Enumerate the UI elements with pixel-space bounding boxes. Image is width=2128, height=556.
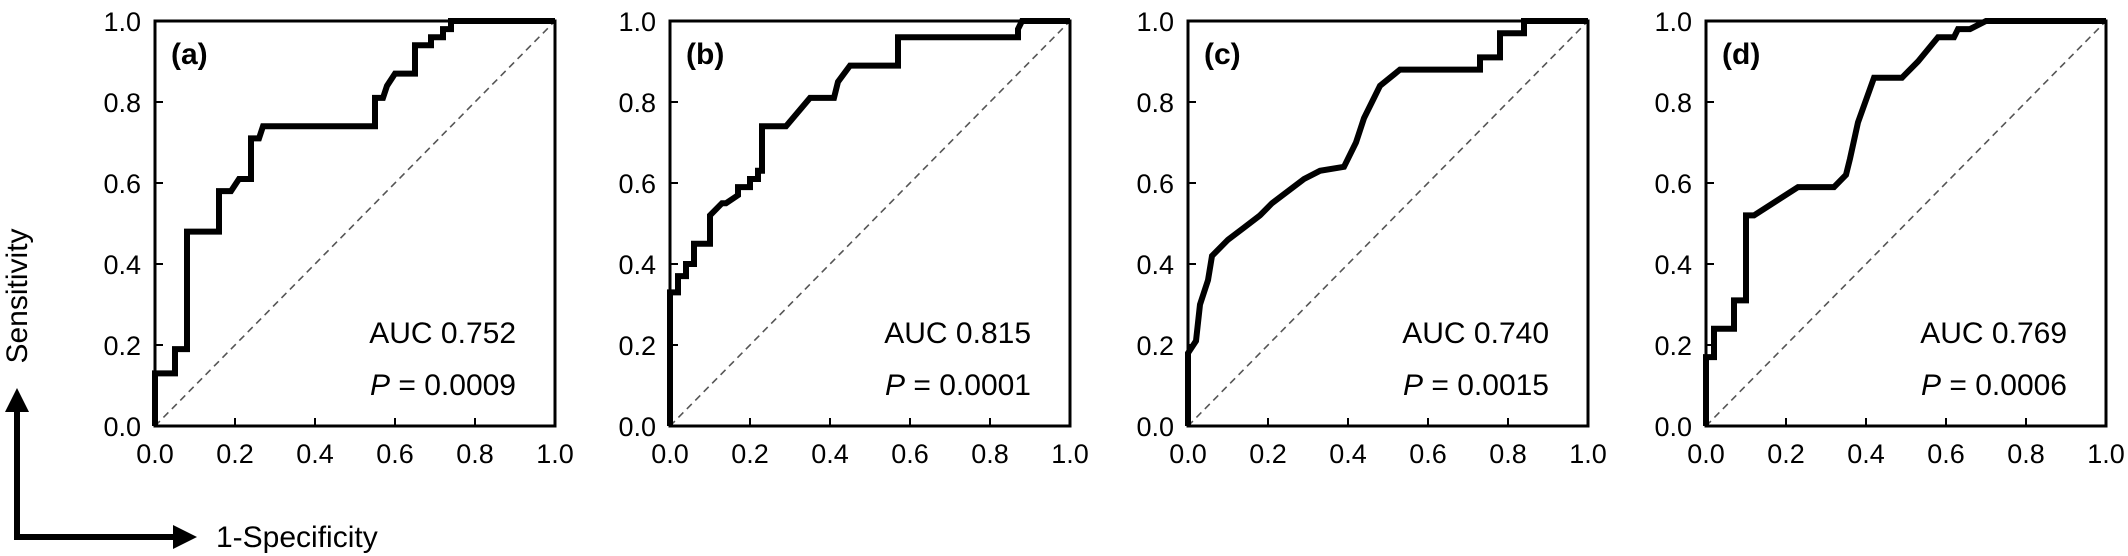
x-tick-label: 0.8 <box>456 439 494 469</box>
y-axis-title: Sensitivity <box>1 228 34 363</box>
x-tick-label: 0.4 <box>1847 439 1885 469</box>
auc-annotation: AUC 0.769 <box>1920 317 2067 350</box>
x-axis-title: 1-Specificity <box>216 521 378 554</box>
y-tick-label: 0.8 <box>1136 88 1174 118</box>
p-value-annotation: P = 0.0006 <box>1921 369 2067 402</box>
p-value-annotation: P = 0.0001 <box>885 369 1031 402</box>
x-tick-label: 0.6 <box>891 439 929 469</box>
p-symbol: P <box>370 369 390 402</box>
roc-curve-line <box>1703 18 2106 426</box>
p-value: = 0.0009 <box>390 369 516 402</box>
auc-annotation: AUC 0.815 <box>884 317 1031 350</box>
y-tick-label: 0.0 <box>1136 412 1174 442</box>
y-tick-label: 0.6 <box>618 169 656 199</box>
x-tick-label: 0.2 <box>731 439 769 469</box>
auc-annotation: AUC 0.752 <box>369 317 516 350</box>
y-tick-label: 0.2 <box>1654 331 1692 361</box>
reference-diagonal-line <box>1705 20 2107 427</box>
p-value: = 0.0015 <box>1423 369 1549 402</box>
panel-label: (a) <box>171 38 208 71</box>
x-tick-label: 0.8 <box>1489 439 1527 469</box>
y-tick-label: 0.2 <box>1136 331 1174 361</box>
reference-diagonal-line <box>1187 20 1589 427</box>
roc-curve-line <box>1185 18 1588 426</box>
y-tick-label: 0.6 <box>103 169 141 199</box>
p-value: = 0.0006 <box>1941 369 2067 402</box>
roc-panel-a: 0.00.0 0.2 0.2 0.4 0.4 0.6 0.6 0.8 0.8 1.0 1.0 (a) A… <box>103 7 573 469</box>
x-tick-label: 1.0 <box>1569 439 1607 469</box>
y-tick-label: 1.0 <box>1136 7 1174 37</box>
y-tick-label: 0.2 <box>103 331 141 361</box>
x-tick-label: 0.8 <box>2007 439 2045 469</box>
plot-frame <box>1186 19 1590 428</box>
y-tick-label: 1.0 <box>1654 7 1692 37</box>
y-axis-arrow-head <box>5 388 29 412</box>
x-tick-label: 0.2 <box>1249 439 1287 469</box>
p-value: = 0.0001 <box>905 369 1031 402</box>
plot-frame <box>668 19 1072 428</box>
auc-annotation: AUC 0.740 <box>1402 317 1549 350</box>
roc-panel-d: 0.00.0 0.2 0.2 0.4 0.4 0.6 0.6 0.8 0.8 1.0 1.0 (d) A… <box>1654 7 2124 469</box>
x-tick-label: 0.0 <box>651 439 689 469</box>
panel-label: (b) <box>686 38 724 71</box>
y-tick-label: 0.4 <box>618 250 656 280</box>
plot-frame <box>1704 19 2108 428</box>
y-tick-label: 1.0 <box>618 7 656 37</box>
reference-diagonal-line <box>669 20 1071 427</box>
p-symbol: P <box>1403 369 1423 402</box>
roc-curve-line <box>667 18 1070 426</box>
panel-label: (c) <box>1204 38 1241 71</box>
x-tick-label: 0.2 <box>216 439 254 469</box>
y-tick-label: 0.0 <box>103 412 141 442</box>
x-tick-label: 0.0 <box>1169 439 1207 469</box>
y-tick-label: 0.4 <box>1136 250 1174 280</box>
x-axis-arrow-head <box>173 525 197 549</box>
panel-label: (d) <box>1722 38 1760 71</box>
roc-panel-c: 0.00.0 0.2 0.2 0.4 0.4 0.6 0.6 0.8 0.8 1.0 1.0 (c) A… <box>1136 7 1606 469</box>
y-tick-label: 0.8 <box>1654 88 1692 118</box>
x-tick-label: 0.6 <box>1409 439 1447 469</box>
x-tick-label: 0.0 <box>1687 439 1725 469</box>
x-tick-label: 0.8 <box>971 439 1009 469</box>
y-tick-label: 0.8 <box>618 88 656 118</box>
plot-frame <box>153 19 557 428</box>
y-tick-label: 0.6 <box>1654 169 1692 199</box>
x-tick-label: 0.6 <box>376 439 414 469</box>
roc-panel-b: 0.00.0 0.2 0.2 0.4 0.4 0.6 0.6 0.8 0.8 1.0 1.0 (b) A… <box>618 7 1088 469</box>
y-tick-label: 0.2 <box>618 331 656 361</box>
p-value-annotation: P = 0.0015 <box>1403 369 1549 402</box>
p-symbol: P <box>885 369 905 402</box>
x-tick-label: 1.0 <box>1051 439 1089 469</box>
x-tick-label: 1.0 <box>2087 439 2125 469</box>
x-tick-label: 0.4 <box>1329 439 1367 469</box>
x-tick-label: 0.4 <box>811 439 849 469</box>
y-tick-label: 0.8 <box>103 88 141 118</box>
x-tick-label: 0.2 <box>1767 439 1805 469</box>
x-tick-label: 0.0 <box>136 439 174 469</box>
y-tick-label: 0.4 <box>1654 250 1692 280</box>
y-tick-label: 0.4 <box>103 250 141 280</box>
roc-curve-line <box>152 18 555 426</box>
y-tick-label: 0.0 <box>618 412 656 442</box>
x-tick-label: 0.6 <box>1927 439 1965 469</box>
x-tick-label: 0.4 <box>296 439 334 469</box>
y-tick-label: 1.0 <box>103 7 141 37</box>
p-symbol: P <box>1921 369 1941 402</box>
reference-diagonal-line <box>154 20 556 427</box>
p-value-annotation: P = 0.0009 <box>370 369 516 402</box>
axis-indicator: Sensitivity 1-Specificity <box>1 228 378 554</box>
y-tick-label: 0.6 <box>1136 169 1174 199</box>
roc-panels: 0.00.00.20.20.40.40.60.60.80.81.01.0(a)A… <box>103 7 2124 469</box>
x-tick-label: 1.0 <box>536 439 574 469</box>
y-tick-label: 0.0 <box>1654 412 1692 442</box>
